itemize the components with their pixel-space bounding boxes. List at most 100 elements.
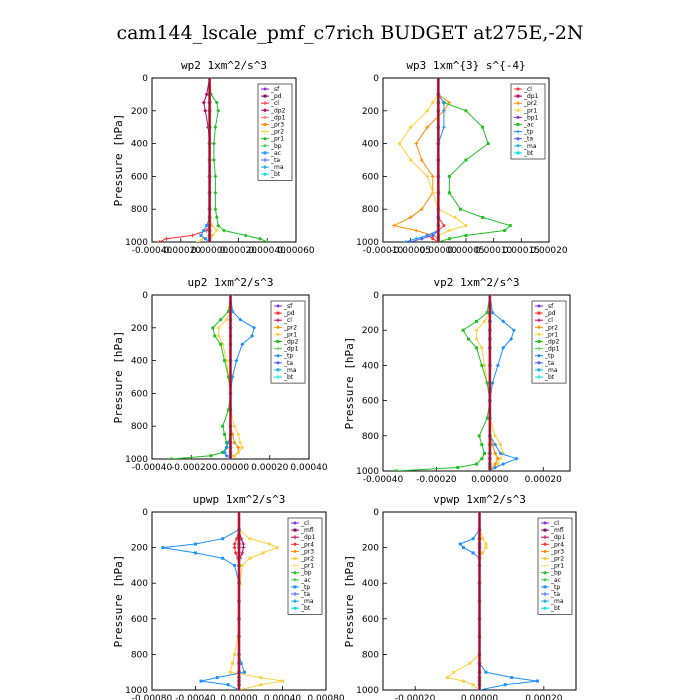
y-tick-label: 800 (362, 432, 379, 442)
x-tick-label: -0.00040 (175, 694, 216, 700)
legend-marker (537, 340, 541, 343)
data-point (430, 174, 435, 179)
y-tick-label: 200 (131, 107, 148, 117)
legend-marker (516, 136, 520, 141)
data-point (199, 679, 203, 683)
legend-label: _mfl (550, 527, 564, 534)
legend-label: _dp1 (544, 346, 560, 353)
data-point (485, 311, 489, 315)
y-axis-label: Pressure [hPa] (112, 331, 125, 424)
y-tick-label: 600 (131, 615, 148, 625)
legend-label: _bt (283, 374, 294, 381)
legend: _sf_pd_cl_pr2_pr1_dp2_dp1_tp_ta_ma_bt (270, 300, 306, 384)
legend-label: _ac (523, 122, 534, 129)
x-tick-label: -0.00005 (390, 246, 430, 256)
series-group (392, 78, 512, 242)
legend-label: _dp1 (523, 93, 539, 100)
legend-marker (537, 311, 541, 315)
legend-marker (276, 325, 280, 330)
legend: _cl_dp1_pr2_pr1_bp1_ac_tp_ta_ma_bt (510, 83, 546, 160)
data-point (464, 158, 468, 162)
y-tick-label: 0 (373, 74, 379, 84)
series-line-ac (437, 78, 512, 242)
legend-marker (516, 123, 520, 126)
data-point (213, 334, 217, 338)
y-tick-label: 800 (131, 205, 148, 215)
legend-marker (543, 557, 547, 560)
y-tick-label: 800 (131, 422, 148, 432)
legend-marker (293, 521, 297, 525)
data-point (447, 100, 452, 105)
data-point (240, 563, 244, 567)
data-point (219, 342, 223, 346)
data-point (211, 326, 215, 330)
legend-marker (263, 94, 267, 98)
data-point (499, 443, 503, 447)
data-point (223, 432, 227, 436)
data-point (481, 125, 485, 129)
data-point (480, 346, 484, 350)
legend-label: _ac (300, 577, 311, 584)
legend-label: _pr3 (270, 122, 284, 129)
legend-box (257, 83, 293, 181)
data-point (493, 442, 498, 447)
series-line-pr2 (392, 78, 451, 242)
data-point (392, 223, 397, 228)
legend-label: _dp2 (270, 107, 286, 114)
data-point (213, 174, 218, 179)
panel-title: wp2 1xm^2/s^3 (181, 59, 267, 72)
data-point (199, 233, 203, 237)
data-point (258, 236, 262, 241)
data-point (503, 683, 507, 687)
legend-label: _bp (270, 143, 282, 150)
data-point (430, 233, 435, 238)
y-tick-label: 400 (131, 140, 148, 150)
data-point (214, 215, 219, 220)
y-tick-label: 1000 (125, 686, 148, 696)
legend-label: _pr2 (523, 100, 537, 107)
data-point (215, 676, 219, 680)
legend-marker (263, 151, 267, 155)
data-point (501, 461, 506, 466)
legend-label: _bt (270, 171, 281, 178)
legend-label: _sf (270, 86, 280, 93)
legend-marker (543, 535, 547, 540)
panel-title: upwp 1xm^2/s^3 (193, 493, 286, 506)
data-point (471, 683, 475, 687)
data-point (490, 310, 495, 315)
legend-marker (537, 375, 541, 379)
data-point (414, 228, 419, 233)
legend-marker (276, 332, 280, 336)
legend-marker (516, 129, 520, 134)
legend-box (287, 517, 323, 615)
data-point (214, 100, 219, 105)
data-point (419, 158, 424, 162)
legend-marker (293, 570, 297, 575)
data-point (230, 661, 234, 665)
legend-label: _pr2 (544, 324, 558, 331)
data-point (232, 545, 237, 550)
legend-label: _ta (544, 360, 554, 367)
data-point (442, 224, 446, 228)
data-point (510, 676, 514, 680)
data-point (484, 542, 488, 546)
y-tick-label: 600 (131, 389, 148, 399)
data-point (219, 318, 223, 322)
data-point (226, 683, 230, 687)
data-point (202, 229, 206, 233)
legend-label: _tp (300, 584, 310, 591)
legend-label: _ac (270, 150, 281, 157)
y-axis-label: Pressure [hPa] (343, 555, 356, 648)
y-tick-label: 0 (142, 74, 148, 84)
y-tick-label: 400 (362, 579, 379, 589)
x-tick-label: -0.00020 (395, 694, 436, 700)
legend-label: _bp1 (523, 114, 539, 121)
data-point (484, 670, 488, 674)
series-group (170, 295, 257, 459)
y-axis-label: Pressure [hPa] (112, 114, 125, 207)
y-tick-label: 200 (362, 107, 379, 117)
y-tick-label: 600 (362, 172, 379, 182)
plot-frame (151, 77, 297, 243)
legend-marker (543, 570, 547, 575)
data-point (221, 424, 225, 428)
